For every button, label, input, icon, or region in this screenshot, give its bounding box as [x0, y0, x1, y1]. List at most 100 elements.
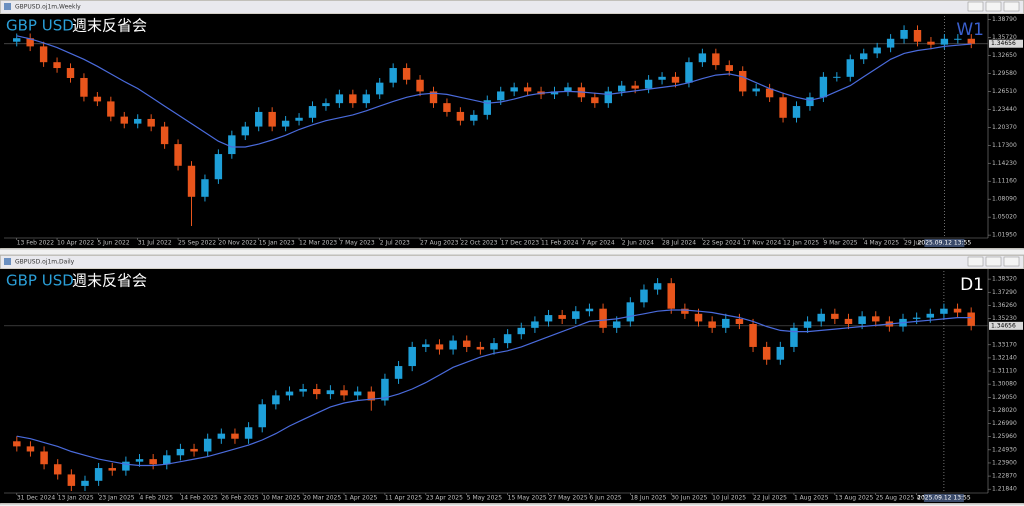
candle-body	[558, 315, 566, 319]
window-icon	[4, 3, 11, 10]
y-tick-label: 1.26510	[992, 88, 1017, 95]
y-tick-label: 1.37290	[992, 289, 1017, 296]
y-tick-label: 1.31110	[992, 368, 1017, 375]
candle-body	[94, 468, 103, 481]
x-tick-label: 6 Jun 2025	[589, 495, 621, 502]
candle-body	[844, 318, 853, 324]
candle-body	[322, 103, 330, 107]
window-close-button[interactable]	[1003, 1, 1020, 12]
candle-body	[335, 94, 344, 104]
candle-body	[953, 308, 962, 313]
candle-body	[503, 334, 512, 344]
window-min-button[interactable]	[967, 256, 984, 267]
candle-body	[313, 389, 321, 395]
candle-body	[544, 315, 553, 322]
candle-body	[394, 366, 403, 379]
x-tick-label: 23 Apr 2025	[426, 495, 463, 502]
y-tick-label: 1.35720	[992, 34, 1017, 41]
candle-body	[817, 313, 825, 322]
candle-body	[39, 46, 48, 63]
candle-body	[217, 433, 226, 439]
candle-body	[618, 85, 626, 92]
candle-body	[591, 97, 599, 104]
x-tick-label: 15 May 2025	[508, 495, 547, 502]
candle-body	[725, 65, 733, 71]
candle-body	[108, 468, 117, 471]
x-tick-label: 29 Jun 2025	[904, 240, 940, 247]
x-tick-label: 9 Mar 2025	[823, 240, 857, 247]
candle-body	[376, 82, 384, 95]
x-tick-label: 22 Jul 2025	[753, 495, 787, 502]
x-tick-label: 12 Jan 2025	[783, 240, 819, 247]
candle-body	[776, 346, 785, 360]
candle-body	[81, 480, 89, 486]
y-tick-label: 1.05020	[992, 214, 1017, 221]
candle-body	[308, 106, 317, 118]
y-tick-label: 1.35230	[992, 315, 1017, 322]
y-tick-label: 1.22870	[992, 473, 1017, 480]
candle-body	[667, 283, 675, 309]
y-tick-label: 1.36260	[992, 302, 1017, 309]
candle-body	[940, 38, 949, 45]
x-tick-label: 20 Nov 2022	[218, 240, 257, 247]
x-tick-label: 7 May 2023	[339, 240, 374, 247]
candle-body	[871, 316, 880, 322]
candle-body	[954, 38, 962, 40]
y-tick-label: 1.33170	[992, 341, 1017, 348]
cursor-box	[924, 239, 965, 247]
candle-body	[708, 321, 716, 328]
y-tick-label: 1.21840	[992, 486, 1017, 493]
x-tick-label: 4 May 2025	[864, 240, 899, 247]
window-max-button[interactable]	[985, 1, 1002, 12]
candle-body	[340, 390, 348, 396]
y-tick-label: 1.26990	[992, 420, 1017, 427]
x-tick-label: 25 Aug 2025	[876, 495, 915, 502]
x-tick-label: 5 May 2025	[467, 495, 502, 502]
candle-body	[231, 433, 239, 439]
y-tick-label: 1.20370	[992, 124, 1017, 131]
candle-body	[53, 464, 62, 475]
y-tick-label: 1.24930	[992, 446, 1017, 453]
candle-body	[456, 111, 465, 121]
candle-body	[860, 53, 868, 60]
candle-body	[735, 318, 744, 324]
candle-body	[381, 378, 389, 401]
x-tick-label: 7 Apr 2024	[581, 240, 614, 247]
x-tick-label: 10 Jul 2025	[712, 495, 746, 502]
candle-body	[241, 126, 249, 136]
window-title: GBPUSD.oj1m,Weekly	[15, 4, 81, 11]
y-tick-label: 1.17300	[992, 142, 1017, 149]
candle-body	[585, 308, 594, 312]
moving-average	[16, 309, 972, 467]
timeframe-label: W1	[956, 20, 984, 40]
x-tick-label: 22 Sep 2024	[702, 240, 740, 247]
candle-body	[26, 446, 35, 452]
x-tick-label: 30 Jun 2025	[671, 495, 707, 502]
candle-body	[470, 114, 478, 121]
candle-body	[255, 111, 263, 127]
moving-average	[16, 35, 972, 148]
cursor-label: 2025.09.12 13:55	[918, 240, 972, 247]
candle-body	[26, 38, 34, 47]
x-tick-label: 31 Jul 2022	[138, 240, 172, 247]
x-tick-label: 11 Apr 2025	[385, 495, 422, 502]
x-tick-label: 2 Jul 2023	[380, 240, 410, 247]
candle-body	[790, 327, 798, 347]
candle-body	[443, 103, 451, 112]
window-close-button[interactable]	[1003, 256, 1020, 267]
candle-body	[272, 395, 280, 405]
candle-body	[281, 120, 290, 127]
y-tick-label: 1.14230	[992, 160, 1017, 167]
candle-body	[858, 316, 866, 324]
candle-body	[362, 94, 370, 104]
x-tick-label: 25 Sep 2022	[178, 240, 216, 247]
candle-body	[13, 38, 21, 42]
candle-body	[564, 87, 572, 92]
window-max-button[interactable]	[985, 256, 1002, 267]
timeframe-label: D1	[960, 275, 984, 295]
candle-body	[712, 53, 720, 66]
window-min-button[interactable]	[967, 1, 984, 12]
x-tick-label: 26 Feb 2025	[221, 495, 259, 502]
x-tick-label: 1 Aug 2025	[794, 495, 829, 502]
candle-body	[803, 321, 812, 328]
